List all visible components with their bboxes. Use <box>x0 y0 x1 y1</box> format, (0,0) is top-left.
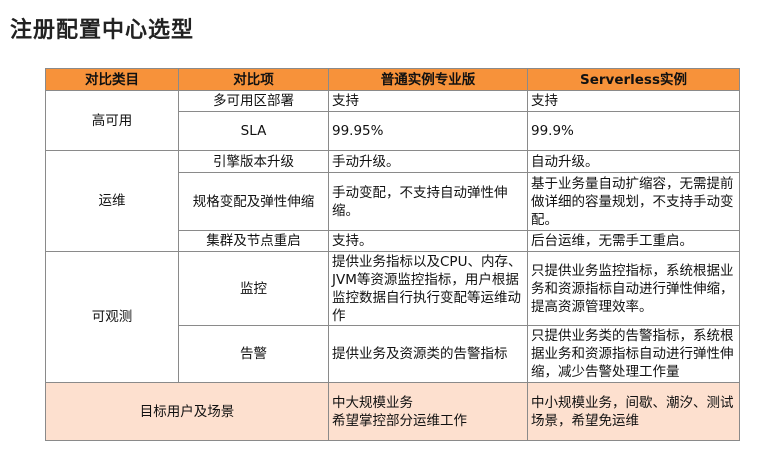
serverless-cell: 自动升级。 <box>527 150 740 173</box>
item-cell: 告警 <box>178 325 329 383</box>
serverless-cell: 99.9% <box>527 111 740 151</box>
item-cell: 集群及节点重启 <box>178 230 329 252</box>
pro-cell: 提供业务及资源类的告警指标 <box>328 325 528 383</box>
table-row: SLA 99.95% 99.9% <box>46 111 740 151</box>
item-cell: 多可用区部署 <box>178 90 329 112</box>
pro-cell: 支持 <box>328 90 528 112</box>
item-cell: 监控 <box>178 251 329 326</box>
table-row: 可观测 监控 提供业务指标以及CPU、内存、JVM等资源监控指标，用户根据监控数… <box>45 251 740 383</box>
target-pro: 中大规模业务 希望掌控部分运维工作 <box>328 382 528 441</box>
pro-cell: 手动升级。 <box>328 150 528 173</box>
pro-cell: 99.95% <box>328 111 528 151</box>
category-cell: 可观测 <box>45 251 179 383</box>
header-pro: 普通实例专业版 <box>328 68 528 91</box>
category-cell: 高可用 <box>45 90 179 151</box>
serverless-cell: 支持 <box>527 90 740 112</box>
header-item: 对比项 <box>178 68 329 91</box>
target-pro-line2: 希望掌控部分运维工作 <box>332 412 467 429</box>
table-row: 集群及节点重启 支持。 后台运维，无需手工重启。 <box>46 230 740 252</box>
pro-cell: 支持。 <box>328 230 528 252</box>
serverless-cell: 后台运维，无需手工重启。 <box>527 230 740 252</box>
target-pro-line1: 中大规模业务 <box>332 394 413 411</box>
category-cell: 运维 <box>45 150 179 252</box>
table-row: 运维 引擎版本升级 手动升级。 自动升级。 <box>45 150 740 252</box>
comparison-table: 对比类目 对比项 普通实例专业版 Serverless实例 高可用 多可用区部署… <box>45 68 740 441</box>
serverless-cell: 只提供业务监控指标，系统根据业务和资源指标自动进行弹性伸缩，提高资源管理效率。 <box>527 251 740 326</box>
target-label: 目标用户及场景 <box>45 382 329 441</box>
target-serverless: 中小规模业务，间歇、潮汐、测试场景，希望免运维 <box>527 382 740 441</box>
item-cell: 引擎版本升级 <box>178 150 329 173</box>
item-cell: SLA <box>178 111 329 151</box>
table-row: 规格变配及弹性伸缩 手动变配，不支持自动弹性伸缩。 基于业务量自动扩缩容，无需提… <box>46 172 740 231</box>
item-cell: 规格变配及弹性伸缩 <box>178 172 329 231</box>
pro-cell: 手动变配，不支持自动弹性伸缩。 <box>328 172 528 231</box>
serverless-cell: 只提供业务类的告警指标，系统根据业务和资源指标自动进行弹性伸缩，减少告警处理工作… <box>527 325 740 383</box>
pro-cell: 提供业务指标以及CPU、内存、JVM等资源监控指标，用户根据监控数据自行执行变配… <box>328 251 528 326</box>
page-title: 注册配置中心选型 <box>10 18 195 43</box>
header-serverless: Serverless实例 <box>527 68 740 91</box>
table-row: 高可用 多可用区部署 支持 支持 <box>45 90 740 151</box>
table-row-target: 目标用户及场景 中大规模业务 希望掌控部分运维工作 中小规模业务，间歇、潮汐、测… <box>45 382 740 441</box>
table-row: 告警 提供业务及资源类的告警指标 只提供业务类的告警指标，系统根据业务和资源指标… <box>46 325 740 383</box>
table-header: 对比类目 对比项 普通实例专业版 Serverless实例 <box>45 68 740 91</box>
serverless-cell: 基于业务量自动扩缩容，无需提前做详细的容量规划，不支持手动变配。 <box>527 172 740 231</box>
header-category: 对比类目 <box>45 68 179 91</box>
